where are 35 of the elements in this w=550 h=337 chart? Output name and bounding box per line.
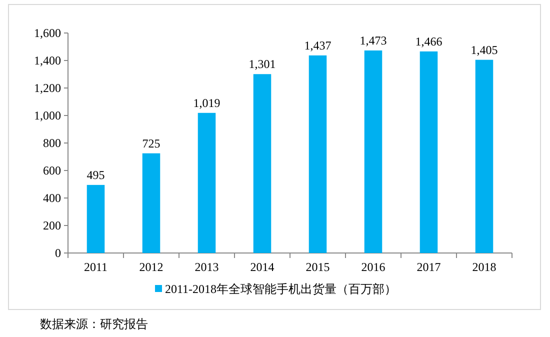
bar: [364, 50, 382, 253]
bar: [253, 74, 272, 253]
y-tick-label: 200: [43, 218, 61, 232]
text: 495: [86, 168, 105, 182]
y-tick-label: 600: [43, 164, 61, 178]
legend-label: 2011-2018年全球智能手机出货量（百万部）: [165, 282, 397, 296]
x-tick-label: 2011: [84, 260, 108, 274]
text: 725: [142, 136, 160, 150]
text: 1,301: [248, 57, 276, 72]
source-note: 数据来源：研究报告: [40, 317, 148, 331]
y-tick-label: 1,200: [34, 81, 61, 95]
x-tick-label: 2015: [306, 260, 330, 274]
x-tick-label: 2016: [361, 260, 386, 274]
x-tick-label: 2017: [416, 260, 441, 274]
text: 1,466: [415, 34, 442, 48]
text: 1,405: [470, 42, 498, 57]
x-tick-label: 2014: [250, 260, 274, 274]
bar: [142, 153, 160, 253]
x-tick-label: 2018: [472, 260, 496, 274]
bar: [308, 55, 327, 253]
y-tick-label: 1,400: [34, 54, 61, 68]
y-tick-label: 0: [55, 246, 61, 260]
y-tick-label: 1,600: [34, 26, 61, 40]
text: 1,473: [360, 33, 387, 48]
y-tick-label: 1,000: [34, 108, 61, 122]
bar: [86, 184, 105, 253]
x-tick-label: 2013: [194, 260, 219, 274]
text: 1,437: [304, 38, 332, 52]
x-tick-label: 2012: [139, 260, 164, 274]
bar: [420, 51, 438, 253]
bar: [475, 60, 494, 253]
y-tick-label: 800: [43, 136, 61, 150]
y-tick-label: 400: [43, 191, 61, 205]
bar: [198, 112, 216, 253]
text: 1,019: [193, 96, 220, 110]
